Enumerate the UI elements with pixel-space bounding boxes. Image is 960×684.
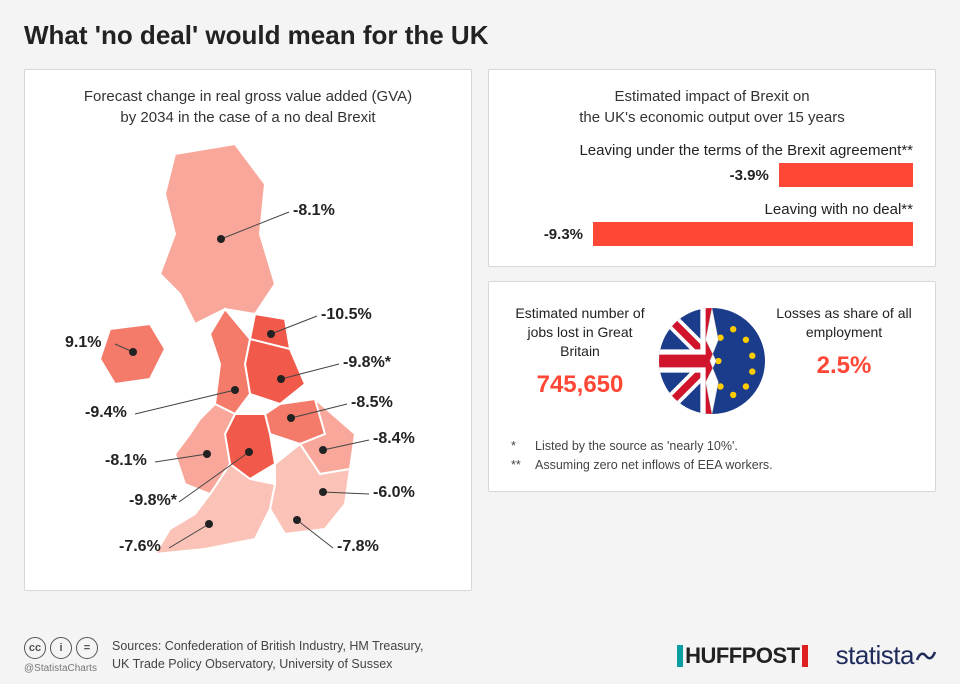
impact-bar-label-1: Leaving with no deal** bbox=[511, 201, 913, 218]
jobs-lost-value: 745,650 bbox=[511, 371, 649, 399]
map-dot-nireland bbox=[129, 348, 137, 356]
map-label-northeast: -10.5% bbox=[321, 306, 372, 324]
map-label-nireland: 9.1% bbox=[65, 334, 101, 352]
region-northwest bbox=[210, 309, 250, 414]
employment-share-stat: Losses as share of all employment 2.5% bbox=[775, 304, 913, 380]
map-label-london: -6.0% bbox=[373, 484, 415, 502]
cc-by-icon: i bbox=[50, 637, 72, 659]
footnote-2: Assuming zero net inflows of EEA workers… bbox=[535, 456, 773, 475]
sources-l2: UK Trade Policy Observatory, University … bbox=[112, 656, 663, 674]
map-label-northwest: -9.4% bbox=[85, 404, 127, 422]
footnote-1-sym: * bbox=[511, 437, 529, 456]
cc-icon: cc bbox=[24, 637, 46, 659]
footnote-1: Listed by the source as 'nearly 10%'. bbox=[535, 437, 738, 456]
map-dot-emid bbox=[287, 414, 295, 422]
bars-title-l1: Estimated impact of Brexit on bbox=[511, 86, 913, 107]
cc-nd-icon: = bbox=[76, 637, 98, 659]
map-label-wales: -8.1% bbox=[105, 452, 147, 470]
map-dot-southwest bbox=[205, 520, 213, 528]
page-title: What 'no deal' would mean for the UK bbox=[24, 20, 936, 51]
employment-share-value: 2.5% bbox=[775, 352, 913, 380]
impact-bar-value-0: -3.9% bbox=[730, 167, 769, 184]
statista-handle: @StatistaCharts bbox=[24, 663, 97, 674]
statista-logo: statista bbox=[836, 640, 936, 671]
impact-bar-rect-0 bbox=[779, 163, 913, 187]
map-label-wmid: -9.8%* bbox=[129, 492, 177, 510]
map-label-scotland: -8.1% bbox=[293, 202, 335, 220]
footer: cc i = @StatistaCharts Sources: Confeder… bbox=[24, 637, 936, 674]
map-label-southwest: -7.6% bbox=[119, 538, 161, 556]
footnotes: * Listed by the source as 'nearly 10%'. *… bbox=[511, 437, 913, 475]
map-label-east: -8.4% bbox=[373, 430, 415, 448]
stats-panel: Estimated number of jobs lost in Great B… bbox=[488, 281, 936, 492]
map-dot-scotland bbox=[217, 235, 225, 243]
map-dot-wmid bbox=[245, 448, 253, 456]
map-panel: Forecast change in real gross value adde… bbox=[24, 69, 472, 591]
impact-bar-rect-1 bbox=[593, 222, 913, 246]
map-dot-east bbox=[319, 446, 327, 454]
map-dot-southeast bbox=[293, 516, 301, 524]
map-label-emid: -8.5% bbox=[351, 394, 393, 412]
sources-text: Sources: Confederation of British Indust… bbox=[112, 638, 663, 673]
bars-title-l2: the UK's economic output over 15 years bbox=[511, 107, 913, 128]
bars-title: Estimated impact of Brexit on the UK's e… bbox=[511, 86, 913, 128]
jobs-lost-stat: Estimated number of jobs lost in Great B… bbox=[511, 304, 649, 399]
map-label-yorks: -9.8%* bbox=[343, 354, 391, 372]
impact-bar-0: Leaving under the terms of the Brexit ag… bbox=[511, 142, 913, 187]
impact-bar-1: Leaving with no deal** -9.3% bbox=[511, 201, 913, 246]
split-flag-icon bbox=[659, 304, 765, 419]
bars-panel: Estimated impact of Brexit on the UK's e… bbox=[488, 69, 936, 267]
impact-bar-value-1: -9.3% bbox=[544, 226, 583, 243]
map-title: Forecast change in real gross value adde… bbox=[43, 86, 453, 128]
map-dot-northeast bbox=[267, 330, 275, 338]
map-dot-yorks bbox=[277, 375, 285, 383]
map-title-l1: Forecast change in real gross value adde… bbox=[43, 86, 453, 107]
footnote-2-sym: ** bbox=[511, 456, 529, 475]
map-dot-northwest bbox=[231, 386, 239, 394]
huffpost-logo: HUFFPOST bbox=[677, 643, 808, 669]
impact-bar-label-0: Leaving under the terms of the Brexit ag… bbox=[511, 142, 913, 159]
statista-text: statista bbox=[836, 640, 914, 671]
huffpost-text: HUFFPOST bbox=[685, 643, 800, 669]
sources-l1: Sources: Confederation of British Indust… bbox=[112, 638, 663, 656]
map-dot-london bbox=[319, 488, 327, 496]
region-scotland bbox=[160, 144, 275, 324]
map-title-l2: by 2034 in the case of a no deal Brexit bbox=[43, 107, 453, 128]
employment-share-title: Losses as share of all employment bbox=[775, 304, 913, 342]
license-icons: cc i = @StatistaCharts bbox=[24, 637, 98, 674]
jobs-lost-title: Estimated number of jobs lost in Great B… bbox=[511, 304, 649, 361]
map-label-southeast: -7.8% bbox=[337, 538, 379, 556]
region-yorks bbox=[245, 339, 305, 404]
uk-map: -8.1% -10.5% -9.8%* -8.5% -8.4% -6.0% -7.8% -7.… bbox=[25, 134, 471, 590]
map-dot-wales bbox=[203, 450, 211, 458]
